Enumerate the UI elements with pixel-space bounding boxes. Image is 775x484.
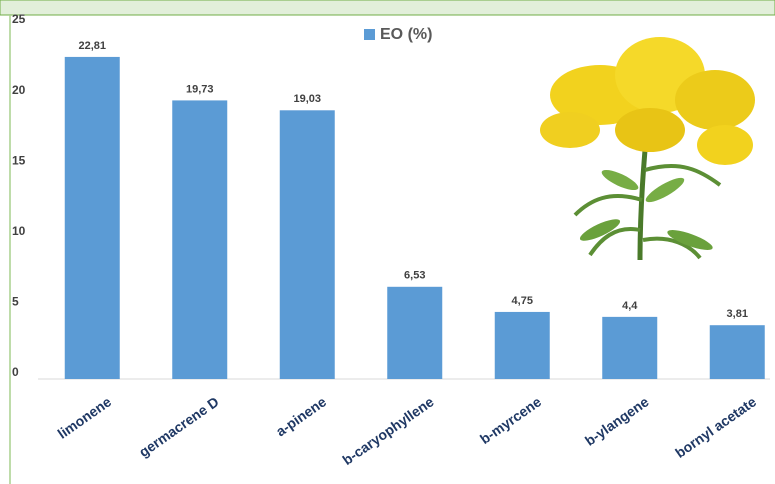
y-tick-label: 10 (12, 224, 26, 238)
value-label: 4,75 (512, 295, 533, 307)
y-tick-label: 25 (12, 12, 26, 26)
x-tick-label: a-pinene (273, 393, 330, 439)
bar (494, 311, 550, 379)
x-tick-label: b-caryophyllene (339, 393, 436, 468)
x-tick-label: limonene (55, 393, 115, 441)
value-label: 22,81 (78, 40, 106, 52)
y-tick-label: 15 (12, 153, 26, 167)
y-tick-label: 0 (12, 365, 19, 379)
top-strip (0, 0, 775, 16)
bar (64, 56, 120, 380)
y-tick-label: 20 (12, 83, 26, 97)
value-label: 6,53 (404, 270, 425, 282)
legend-label: EO (%) (380, 26, 432, 43)
value-label: 3,81 (727, 308, 748, 320)
bar (602, 316, 658, 379)
bar (387, 286, 443, 379)
x-tick-label: b-myrcene (477, 393, 544, 447)
value-label: 19,73 (186, 83, 214, 95)
bar (709, 325, 765, 379)
bar (172, 100, 228, 379)
bar (279, 110, 335, 380)
x-tick-label: b-ylangene (582, 393, 652, 449)
value-label: 4,4 (622, 300, 638, 312)
value-label: 19,03 (293, 93, 321, 105)
legend-swatch (364, 29, 375, 40)
x-tick-label: bornyl acetate (672, 393, 759, 461)
y-tick-label: 5 (12, 295, 19, 309)
x-tick-label: germacrene D (136, 393, 222, 460)
plant-image (540, 37, 755, 261)
